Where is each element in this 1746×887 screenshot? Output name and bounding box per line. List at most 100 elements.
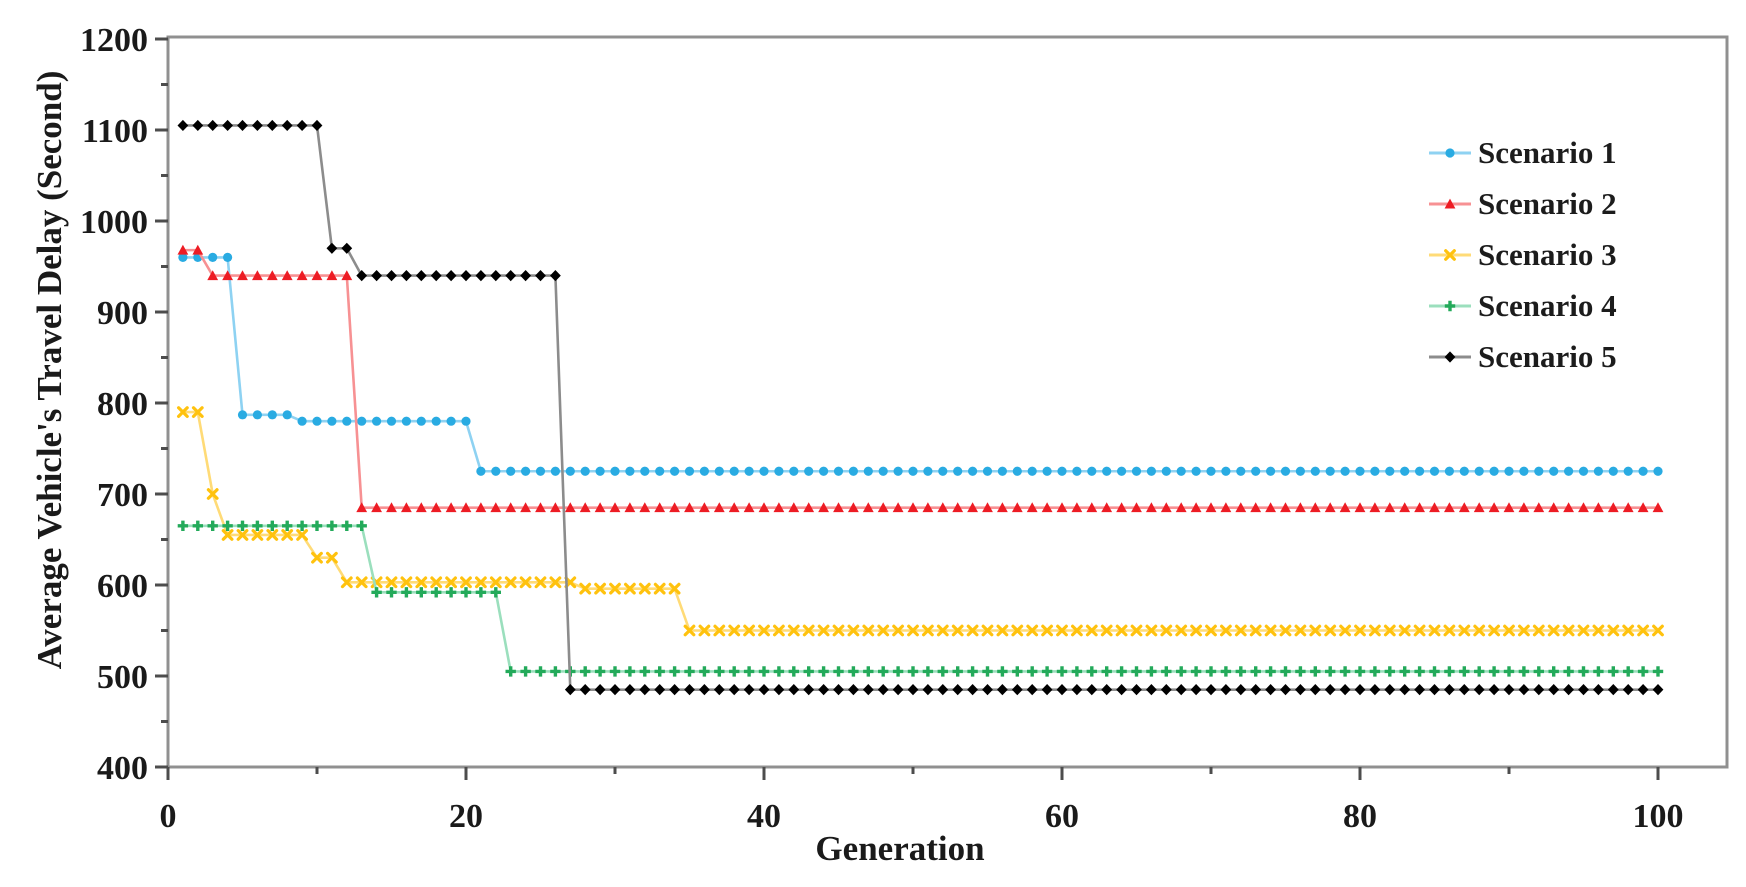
scenario-1-marker (491, 466, 501, 476)
scenario-5-marker (997, 684, 1008, 696)
scenario-5-marker (1086, 684, 1098, 696)
series-scenario-4 (177, 520, 1664, 677)
scenario-5-marker (1563, 684, 1574, 696)
scenario-1-marker (833, 466, 844, 476)
scenario-3-marker (326, 551, 338, 564)
scenario-3-marker (743, 624, 755, 637)
scenario-3-marker (385, 576, 398, 589)
scenario-2-marker (430, 502, 442, 513)
scenario-3-marker (400, 576, 413, 589)
scenario-3-marker (1294, 624, 1307, 637)
scenario-1-marker (1221, 466, 1231, 476)
legend-label: Scenario 3 (1478, 236, 1617, 272)
scenario-1-marker (595, 466, 605, 476)
scenario-2-marker (1295, 502, 1306, 513)
scenario-1-marker (1057, 466, 1067, 476)
scenario-1-marker (1161, 466, 1171, 476)
scenario-2-marker (1280, 502, 1291, 513)
scenario-2-marker (1220, 502, 1232, 513)
scenario-4-marker (1235, 666, 1246, 677)
scenario-5-marker (1026, 684, 1038, 696)
scenario-4-marker (401, 587, 412, 598)
scenario-2-marker (371, 502, 382, 513)
scenario-5-marker (639, 684, 651, 696)
scenario-3-marker (355, 576, 368, 589)
scenario-3-marker (1458, 624, 1471, 637)
scenario-2-marker (1503, 502, 1515, 513)
scenario-1-marker (1444, 466, 1454, 476)
scenario-3-marker (1220, 624, 1232, 637)
scenario-5-marker (594, 684, 606, 696)
scenario-4-marker (1563, 666, 1574, 677)
scenario-5-marker (475, 270, 487, 282)
scenario-2-marker (862, 502, 874, 513)
scenario-3-marker (996, 624, 1009, 637)
scenario-5-marker (862, 684, 874, 696)
scenario-5-marker (1548, 684, 1560, 696)
scenario-5-marker (848, 684, 859, 696)
scenario-2-marker (386, 502, 397, 513)
scenario-4-marker (475, 587, 487, 598)
scenario-3-marker (1085, 624, 1098, 637)
scenario-3-marker (877, 624, 890, 637)
scenario-5-marker (296, 119, 308, 132)
series-scenario-5 (177, 119, 1664, 696)
scenario-4-marker (1548, 666, 1559, 677)
scenario-4-marker (818, 666, 829, 677)
scenario-4-marker (1295, 666, 1306, 677)
scenario-2-marker (1369, 502, 1381, 513)
scenario-1-marker (863, 466, 873, 476)
legend-swatch-scenario-4 (1429, 300, 1471, 311)
scenario-5-marker (728, 684, 740, 696)
scenario-3-marker (728, 624, 741, 637)
scenario-2-marker (445, 502, 457, 513)
scenario-1-marker (655, 466, 665, 476)
scenario-4-marker (1399, 666, 1410, 677)
scenario-3-marker (1369, 624, 1381, 637)
scenario-5-marker (1235, 684, 1247, 696)
scenario-2-marker (1488, 502, 1500, 513)
scenario-2-marker (982, 502, 993, 513)
scenario-5-marker (371, 270, 382, 282)
scenario-4-marker (431, 587, 442, 598)
scenario-5-marker (1607, 684, 1619, 696)
scenario-1-marker (923, 466, 933, 476)
scenario-1-marker (848, 466, 859, 476)
scenario-2-marker (1309, 502, 1321, 513)
scenario-3-marker (1547, 624, 1560, 637)
scenario-2-marker (207, 270, 219, 281)
scenario-4-marker (460, 587, 472, 598)
scenario-2-marker (1593, 502, 1604, 513)
scenario-1-marker (714, 466, 724, 476)
scenario-2-marker (1399, 502, 1411, 513)
scenario-2-marker (728, 502, 740, 513)
scenario-2-marker (535, 502, 546, 513)
series-scenario-3-line (182, 410, 1658, 632)
scenario-2-marker (1652, 502, 1664, 513)
scenario-3-marker (1562, 624, 1575, 637)
scenario-3-marker (653, 582, 666, 595)
scenario-1-marker (1653, 466, 1663, 476)
scenario-1-marker (297, 416, 307, 426)
scenario-4-marker (1474, 666, 1485, 677)
scenario-2-marker (713, 502, 725, 513)
scenario-5-marker (1190, 684, 1202, 696)
scenario-5-marker (1101, 684, 1113, 696)
scenario-1-marker (178, 252, 188, 262)
scenario-2-marker (1622, 502, 1634, 513)
scenario-1-marker (416, 416, 426, 426)
scenario-2-marker (1190, 502, 1202, 513)
scenario-2-marker (684, 502, 695, 513)
scenario-5-marker (833, 684, 844, 696)
scenario-5-marker (490, 270, 502, 282)
scenario-3-marker (1175, 624, 1188, 637)
legend-item-scenario-3: Scenario 3 (1428, 229, 1617, 280)
scenario-5-marker (1250, 684, 1262, 696)
scenario-3-marker (1473, 624, 1486, 637)
scenario-4-marker (699, 666, 710, 677)
legend-item-scenario-1: Scenario 1 (1428, 127, 1617, 178)
scenario-4-marker (848, 666, 859, 677)
scenario-1-marker (625, 466, 635, 476)
